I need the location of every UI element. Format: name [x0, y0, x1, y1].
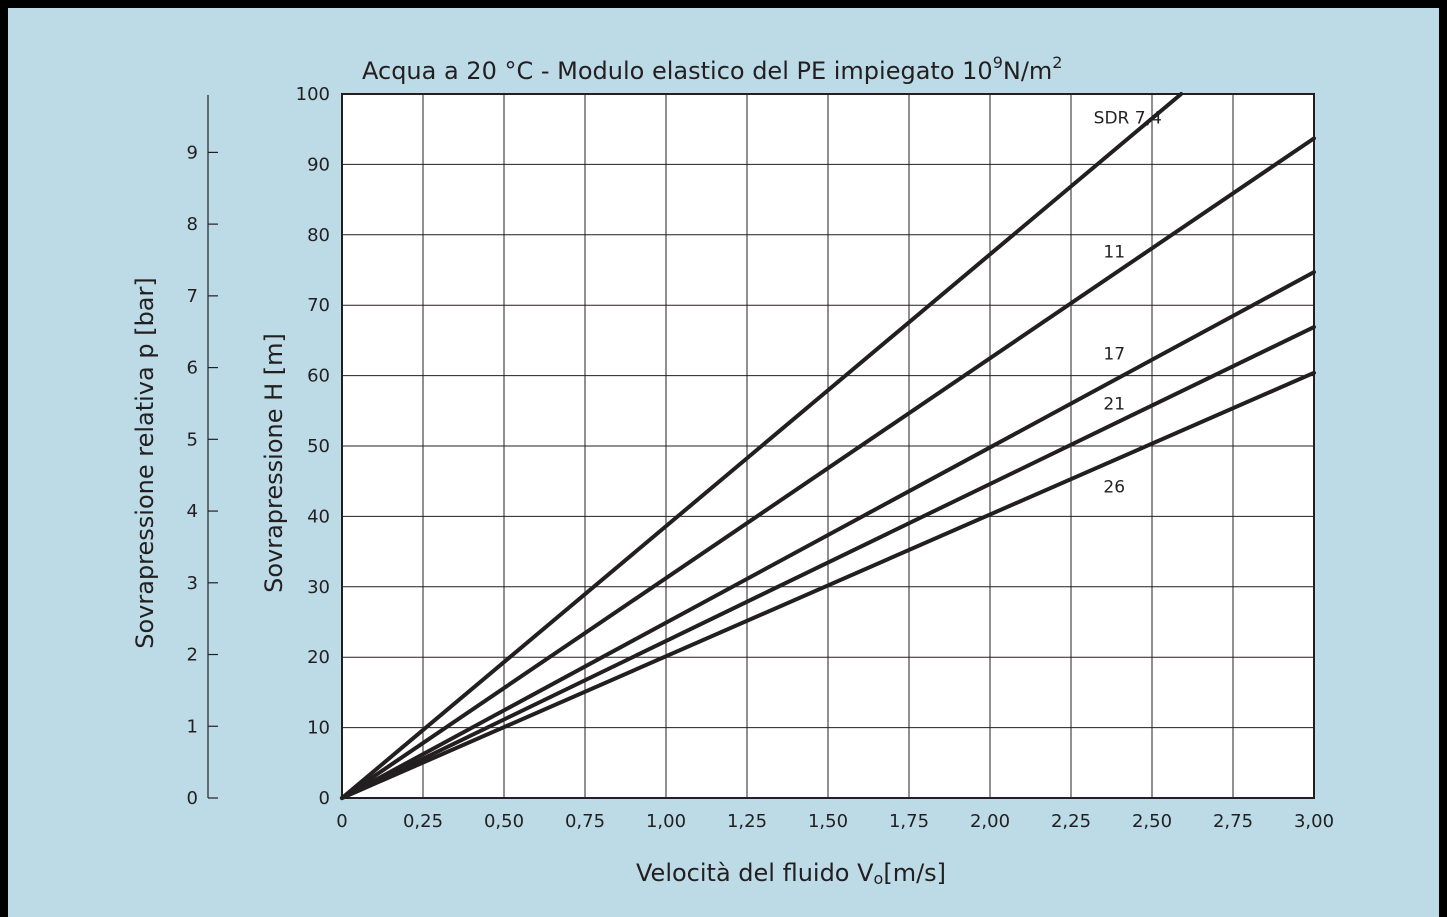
- x-tick-label: 0,50: [484, 811, 524, 832]
- series-label: 11: [1103, 242, 1125, 262]
- grid: [341, 93, 1315, 799]
- chart-title: Acqua a 20 °C - Modulo elastico del PE i…: [362, 53, 1062, 85]
- x-tick-label: 3,00: [1294, 811, 1334, 832]
- x-tick-label: 0: [336, 811, 347, 832]
- series-label: 26: [1103, 477, 1125, 497]
- y-tick-label: 30: [307, 577, 330, 598]
- y2-tick-label: 1: [187, 716, 198, 737]
- y-tick-label: 20: [307, 647, 330, 668]
- y-tick-label: 10: [307, 718, 330, 739]
- series-line: [340, 325, 1316, 800]
- y2-tick-label: 7: [187, 286, 198, 307]
- x-tick-label: 1,50: [808, 811, 848, 832]
- series-label: 21: [1103, 394, 1125, 414]
- x-axis: 0 0,25 0,50 0,75 1,00 1,25 1,50 1,75 2,00 2,25 2,5…: [336, 811, 1334, 832]
- series-label: 17: [1103, 344, 1125, 364]
- y-tick-label: 60: [307, 366, 330, 387]
- y-axis-label: Sovrapressione H [m]: [260, 333, 288, 593]
- series-line: [340, 92, 1184, 800]
- y2-tick-label: 4: [187, 501, 198, 522]
- plot-border: [341, 93, 1315, 799]
- series-lines: [340, 92, 1316, 800]
- x-tick-label: 2,25: [1051, 811, 1091, 832]
- y-tick-label: 100: [296, 84, 330, 105]
- x-tick-label: 0,25: [403, 811, 443, 832]
- series-line: [340, 370, 1316, 800]
- y2-axis: 0 1 2 3 4 5 6 7 8 9: [187, 95, 218, 809]
- x-tick-label: 2,00: [970, 811, 1010, 832]
- series-labels: SDR 7,4 11 17 21 26: [1094, 109, 1162, 498]
- y-tick-label: 80: [307, 225, 330, 246]
- series-line: [340, 136, 1316, 800]
- y2-tick-label: 8: [187, 214, 198, 235]
- y2-axis-label: Sovrapressione relativa p [bar]: [131, 277, 159, 649]
- chart-background: SDR 7,4 11 17 21 26 0 0,25 0,50 0,75 1,00 1,25 1,5…: [8, 8, 1439, 917]
- y-axis: 0 10 20 30 40 50 60 70 80 90 100: [296, 84, 330, 809]
- x-axis-label: Velocità del fluido Vo[m/s]: [636, 859, 946, 888]
- x-tick-label: 1,00: [646, 811, 686, 832]
- x-tick-label: 1,25: [727, 811, 767, 832]
- x-tick-label: 1,75: [889, 811, 929, 832]
- x-tick-label: 2,50: [1132, 811, 1172, 832]
- series-line: [340, 270, 1316, 800]
- y-tick-label: 0: [319, 788, 330, 809]
- y2-tick-label: 5: [187, 429, 198, 450]
- y2-tick-label: 2: [187, 645, 198, 666]
- x-tick-label: 2,75: [1213, 811, 1253, 832]
- y2-tick-label: 6: [187, 358, 198, 379]
- y-tick-label: 50: [307, 436, 330, 457]
- y2-tick-label: 0: [187, 788, 198, 809]
- y-tick-label: 40: [307, 506, 330, 527]
- y2-tick-label: 3: [187, 573, 198, 594]
- x-tick-label: 0,75: [565, 811, 605, 832]
- y-tick-label: 70: [307, 295, 330, 316]
- series-label: SDR 7,4: [1094, 109, 1162, 129]
- y2-tick-label: 9: [187, 142, 198, 163]
- y-tick-label: 90: [307, 154, 330, 175]
